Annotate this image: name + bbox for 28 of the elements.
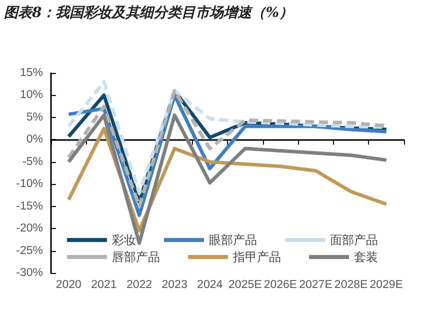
legend-label: 彩妆 [112, 233, 136, 247]
y-tick-label: 15% [20, 67, 43, 79]
x-tick-label: 2027E [299, 279, 333, 291]
y-tick-label: 0% [26, 134, 43, 146]
x-tick-label: 2022 [126, 279, 152, 291]
y-tick-label: -20% [16, 222, 43, 235]
y-tick-label: 10% [20, 89, 43, 102]
legend-label: 唇部产品 [112, 250, 160, 264]
x-tick-label: 2026E [264, 279, 298, 291]
legend-label: 套装 [354, 250, 378, 264]
x-tick-label: 2029E [370, 279, 404, 291]
y-tick-label: -30% [16, 267, 43, 279]
x-tick-label: 2023 [162, 279, 188, 291]
x-tick-label: 2024 [197, 279, 224, 291]
y-tick-label: -25% [16, 244, 43, 257]
legend-label: 眼部产品 [209, 233, 257, 247]
y-tick-label: -10% [16, 178, 43, 190]
x-tick-label: 2020 [56, 279, 82, 291]
legend-label: 指甲产品 [232, 250, 281, 264]
x-tick-label: 2028E [334, 279, 368, 291]
y-tick-label: -15% [16, 200, 43, 212]
x-tick-label: 2025E [228, 279, 262, 291]
y-tick-label: -5% [22, 156, 43, 168]
line-series [66, 113, 388, 245]
x-tick-label: 2021 [91, 279, 117, 291]
legend-label: 面部产品 [330, 233, 378, 247]
y-tick-label: 5% [26, 111, 43, 124]
chart-title: 图表8：我国彩妆及其细分类目市场增速（%） [4, 4, 294, 22]
